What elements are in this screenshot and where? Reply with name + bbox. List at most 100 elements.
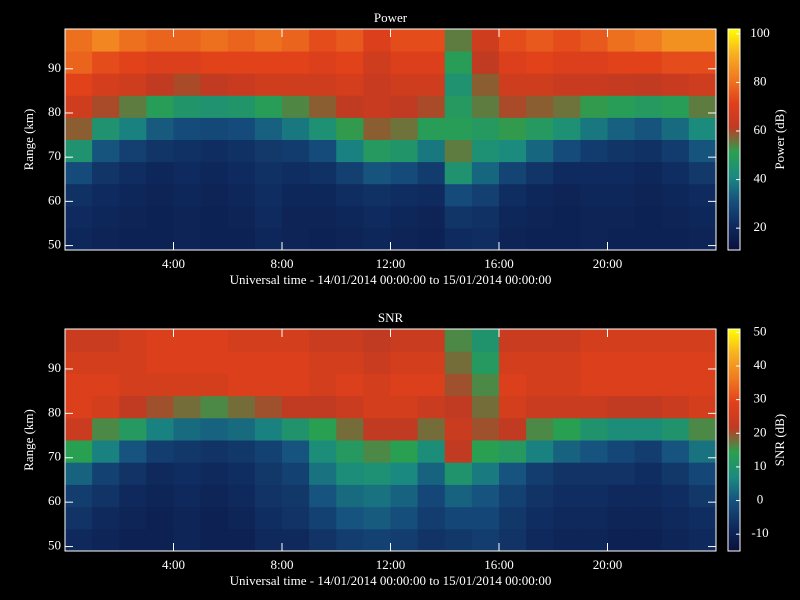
heatmap-cell [553,506,581,530]
heatmap-cell [336,484,364,508]
heatmap-cell [634,440,663,463]
heatmap-cell [254,29,283,52]
heatmap-cell [92,351,120,374]
heatmap-cell [688,373,717,397]
heatmap-cell [92,440,120,463]
heatmap-cell [65,117,93,140]
heatmap-cell [309,417,337,441]
heatmap-cell [309,51,337,74]
heatmap-cell [499,484,527,508]
heatmap-cell [417,161,446,185]
heatmap-cell [119,139,147,163]
heatmap-cell [92,73,120,96]
heatmap-cell [688,95,717,118]
heatmap-cell [471,51,500,74]
heatmap-cell [65,183,93,207]
heatmap-cell [65,73,93,96]
heatmap-cell [92,183,120,207]
heatmap-cell [336,417,364,441]
heatmap-cell [526,205,554,229]
heatmap-cell [390,506,419,530]
heatmap-cell [227,205,256,229]
heatmap-cell [119,351,147,374]
heatmap-cell [607,139,636,163]
heatmap-cell [200,373,229,397]
heatmap-cell [390,373,419,397]
heatmap-cell [688,329,717,352]
heatmap-cell [553,417,581,441]
heatmap-cell [119,417,147,441]
heatmap-cell [227,29,256,52]
heatmap-cell [336,395,364,419]
heatmap-cell [309,205,337,229]
heatmap-cell [553,462,581,485]
heatmap-cell [282,506,310,530]
heatmap-cell [254,73,283,96]
heatmap-cell [444,528,473,552]
heatmap-cell [580,117,608,140]
heatmap-cell [471,417,500,441]
heatmap-cell [634,117,663,140]
heatmap-cell [146,528,174,552]
heatmap-cell [282,117,310,140]
heatmap-cell [282,51,310,74]
heatmap-cell [119,506,147,530]
heatmap-cell [526,51,554,74]
heatmap-cell [363,373,391,397]
colorbar [728,329,740,551]
heatmap-cell [254,51,283,74]
heatmap-cell [119,528,147,552]
colorbar-frame [727,328,741,552]
heatmap-cell [119,484,147,508]
heatmap-cell [282,161,310,185]
heatmap-cell [634,484,663,508]
heatmap-cell [146,139,174,163]
heatmap-cell [526,417,554,441]
heatmap-cell [390,161,419,185]
heatmap-cell [661,351,690,374]
heatmap-cell [553,161,581,185]
heatmap-cell [471,95,500,118]
heatmap-cell [688,161,717,185]
y-tick-label: 70 [48,449,61,464]
heatmap-cell [499,227,527,251]
heatmap-cell [607,329,636,352]
heatmap-cell [173,395,202,419]
heatmap-cell [146,484,174,508]
heatmap-cell [227,462,256,485]
heatmap-cell [634,528,663,552]
heatmap-cell [607,506,636,530]
heatmap-cell [553,373,581,397]
heatmap-cell [282,351,310,374]
heatmap-cell [146,227,174,251]
heatmap-cell [634,462,663,485]
heatmap-cell [390,462,419,485]
heatmap-cell [92,484,120,508]
heatmap-cell [553,73,581,96]
heatmap-cell [526,183,554,207]
heatmap-cell [444,51,473,74]
heatmap-cell [580,139,608,163]
heatmap-cell [444,440,473,463]
heatmap-cell [580,73,608,96]
heatmap-cell [227,440,256,463]
heatmap-cell [65,329,93,352]
heatmap-cell [661,506,690,530]
heatmap-cell [526,161,554,185]
heatmap-cell [471,139,500,163]
colorbar-tick-label: 40 [754,171,767,186]
heatmap-cell [92,29,120,52]
heatmap-cell [200,51,229,74]
heatmap-cell [173,484,202,508]
heatmap-cell [444,161,473,185]
heatmap-cell [65,506,93,530]
heatmap-cell [282,95,310,118]
heatmap-cell [553,484,581,508]
heatmap-cell [146,117,174,140]
heatmap-cell [254,484,283,508]
heatmap-cell [92,51,120,74]
heatmap-cell [173,161,202,185]
heatmap-cell [499,161,527,185]
colorbar-tick-label: 50 [754,323,767,338]
